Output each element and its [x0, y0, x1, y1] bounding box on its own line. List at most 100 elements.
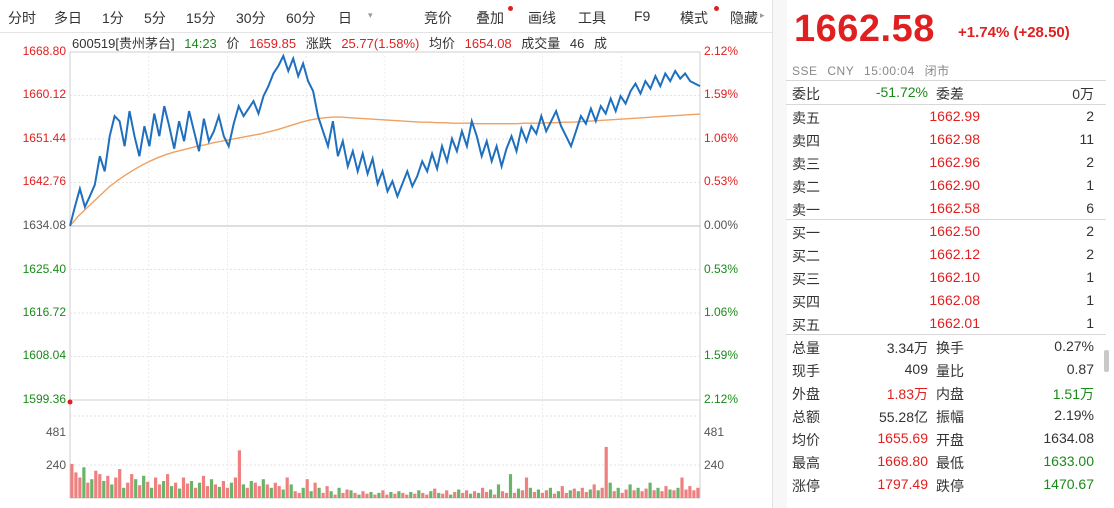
ask-volume: 2: [1086, 154, 1094, 170]
stat-value: 409: [904, 361, 928, 377]
ask-row: 卖三 1662.96 2: [786, 151, 1104, 173]
volume-bar: [504, 492, 509, 498]
volume-bar: [229, 482, 233, 498]
bid-volume: 1: [1086, 315, 1094, 331]
ask-label: 卖二: [792, 179, 820, 195]
tab-5min[interactable]: 5分: [144, 10, 166, 26]
volume-bar: [197, 482, 202, 498]
volume-bar: [612, 491, 616, 498]
volume-bar: [86, 482, 90, 498]
volume-bar: [281, 489, 285, 498]
tab-60min[interactable]: 60分: [286, 10, 316, 26]
volume-bar: [166, 474, 170, 498]
panel-divider[interactable]: [772, 0, 787, 508]
volume-bar: [465, 490, 469, 498]
volume-bar: [317, 487, 321, 498]
volume-bar: [560, 486, 564, 498]
currency: CNY: [827, 64, 855, 78]
stock-info-line: 600519[贵州茅台] 14:23 价 1659.85 涨跌 25.77(1.…: [72, 33, 613, 52]
volume-bar: [564, 492, 568, 498]
mode-button[interactable]: 模式: [680, 10, 708, 26]
volume-bar: [78, 477, 82, 498]
hide-button[interactable]: 隐藏: [730, 10, 758, 26]
volume-bar: [138, 485, 142, 498]
volume-bar: [644, 488, 648, 498]
tick-label: 1.06%: [704, 131, 739, 145]
volume-bar: [114, 477, 118, 498]
volume-bar: [516, 488, 521, 498]
f9-button[interactable]: F9: [634, 8, 651, 24]
tick-label: 1.06%: [704, 305, 739, 319]
tab-intraday[interactable]: 分时: [8, 10, 36, 26]
volume-bar: [369, 492, 373, 498]
last-price: 1662.58: [794, 8, 935, 50]
volume-bar: [106, 475, 110, 498]
tick-label: 1642.76: [22, 174, 66, 188]
tick-label: 1651.44: [22, 131, 66, 145]
ask-price: 1662.58: [929, 200, 980, 216]
price-label: 价: [226, 36, 240, 51]
volume-bar: [174, 482, 178, 498]
volume-bar: [253, 482, 257, 498]
cursor-volume: 46: [569, 36, 585, 51]
bid-label: 买五: [792, 317, 820, 333]
stock-name: [贵州茅台]: [115, 36, 175, 51]
tab-15min[interactable]: 15分: [186, 10, 216, 26]
bid-label: 买四: [792, 294, 820, 310]
volume-bar: [469, 493, 473, 498]
volume-bar: [576, 491, 580, 498]
bid-label: 买二: [792, 248, 820, 264]
ask-price: 1662.98: [929, 131, 980, 147]
stat-value: 1.83万: [886, 386, 928, 402]
tools-button[interactable]: 工具: [578, 10, 606, 26]
stat-label: 均价: [792, 432, 820, 448]
volume-bar: [608, 482, 612, 498]
ask-price: 1662.90: [929, 177, 980, 193]
volume-bar: [110, 484, 114, 498]
volume-bar: [433, 488, 437, 498]
tick-label: 1.59%: [704, 87, 739, 101]
tick-label: 1625.40: [22, 262, 66, 276]
auction-button[interactable]: 竞价: [424, 10, 452, 26]
chevron-down-icon[interactable]: ▾: [368, 10, 373, 20]
volume-bar: [377, 492, 381, 498]
stats-row: 现手 409 量比 0.87: [786, 358, 1104, 380]
volume-bar: [265, 484, 269, 498]
volume-bar: [237, 450, 241, 498]
volume-bar: [532, 492, 536, 498]
intraday-chart[interactable]: [0, 40, 772, 508]
tab-daily[interactable]: 日: [338, 10, 352, 26]
volume-bar: [74, 472, 78, 498]
tab-30min[interactable]: 30分: [236, 10, 266, 26]
volume-bar: [209, 479, 214, 498]
volume-bar: [353, 492, 357, 498]
tick-label: 1668.80: [22, 44, 66, 58]
tab-multi-day[interactable]: 多日: [54, 10, 82, 26]
volume-bar: [680, 477, 684, 498]
volume-bar: [309, 491, 313, 498]
draw-line-button[interactable]: 画线: [528, 10, 556, 26]
volume-bar: [473, 491, 477, 498]
overlay-dot-icon: [508, 6, 513, 11]
volume-bar: [241, 484, 245, 498]
overlay-button[interactable]: 叠加: [476, 10, 504, 26]
stats-row: 总额 55.28亿 振幅 2.19%: [786, 404, 1104, 426]
volume-label: 成交量: [521, 36, 561, 51]
chevron-right-icon[interactable]: ▸: [760, 10, 765, 20]
stat-value: 1470.67: [1043, 476, 1094, 492]
bid-price: 1662.01: [929, 315, 980, 331]
volume-bar: [333, 494, 337, 498]
stats-row: 最高 1668.80 最低 1633.00: [786, 450, 1104, 472]
tick-label: 1.59%: [704, 348, 739, 362]
mode-dot-icon: [714, 6, 719, 11]
volume-bar: [668, 489, 672, 498]
quote-time: 15:00:04: [864, 64, 915, 78]
market-status-line: SSE CNY 15:00:04 闭市: [792, 62, 956, 79]
volume-bar: [261, 479, 265, 498]
volume-bar: [672, 490, 676, 498]
volume-bar: [301, 487, 305, 498]
volume-bar: [337, 487, 341, 498]
panel-scrollbar[interactable]: [1104, 350, 1109, 372]
volume-bar: [604, 446, 608, 498]
tab-1min[interactable]: 1分: [102, 10, 124, 26]
